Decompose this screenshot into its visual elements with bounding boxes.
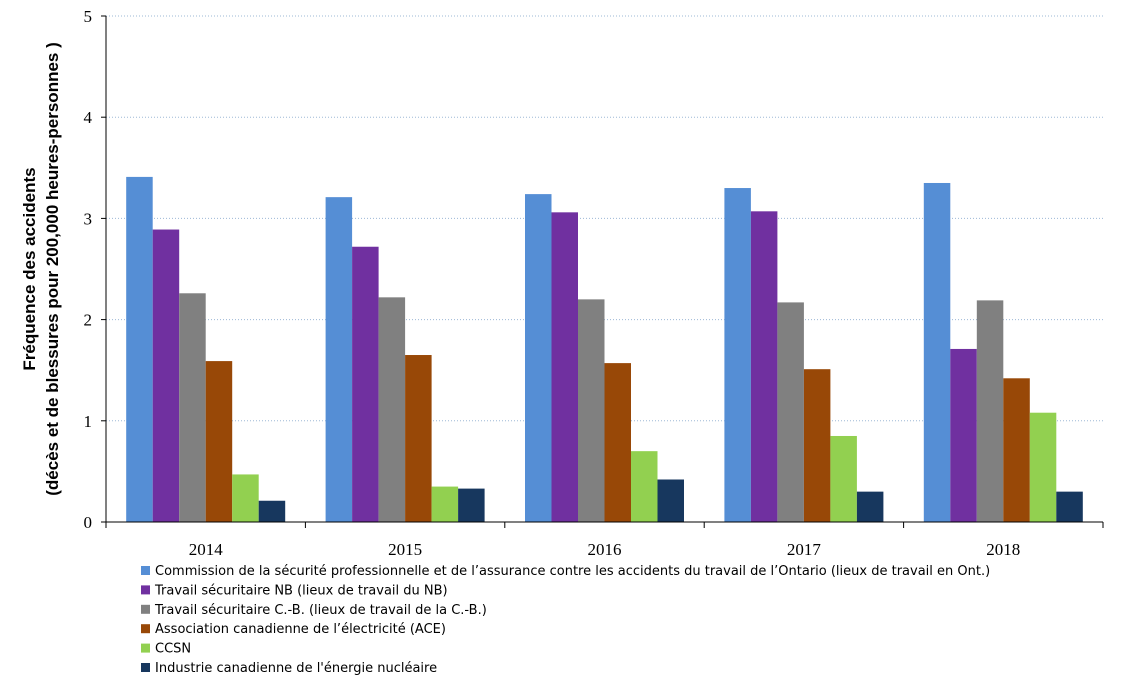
y-tick-label: 3 [84, 209, 93, 228]
bar-2018-series-1 [923, 182, 951, 523]
bar-2016-series-3 [578, 299, 605, 522]
bar-2016-series-6 [657, 479, 684, 522]
bar-2018-series-5 [1029, 412, 1057, 522]
bar-2015-series-4 [405, 355, 432, 522]
y-tick-label: 1 [84, 412, 93, 431]
bar-2018-series-3 [976, 300, 1004, 522]
x-tick-label: 2016 [588, 540, 622, 559]
bar-2015-series-3 [378, 297, 406, 522]
y-axis-title-line1: Fréquence des accidents [20, 167, 39, 370]
y-axis-title-line2: (décès et de blessures pour 200,000 heur… [43, 42, 62, 496]
x-tick-labels: 2014 2015 2016 2017 2018 [189, 540, 1021, 559]
axes [101, 15, 1104, 528]
bar-2014-series-5 [232, 474, 259, 522]
legend-swatch [141, 566, 150, 575]
bar-2015-series-5 [431, 486, 459, 522]
y-tick-label: 0 [84, 513, 93, 532]
legend-label: Industrie canadienne de l'énergie nucléa… [155, 661, 437, 676]
legend-label: Association canadienne de l’électricité … [155, 622, 446, 637]
bar-2018-series-4 [1003, 378, 1030, 522]
bar-2017-series-3 [777, 302, 804, 522]
legend-swatch [141, 643, 150, 653]
legend-swatch [141, 663, 150, 672]
bar-2018-series-2 [950, 348, 977, 522]
bar-2014-series-3 [179, 293, 206, 522]
legend-label: CCSN [155, 642, 191, 657]
bar-2017-series-4 [803, 369, 831, 522]
bar-2016-series-2 [551, 212, 578, 522]
bar-2017-series-2 [750, 211, 778, 523]
bar-2014-series-4 [205, 361, 233, 522]
bar-2017-series-6 [856, 491, 884, 522]
bar-2016-series-5 [631, 451, 658, 522]
x-tick-label: 2014 [189, 540, 224, 559]
legend-label: Travail sécuritaire NB (lieux de travail… [154, 583, 448, 598]
x-tick-label: 2015 [388, 540, 422, 559]
x-tick-label: 2017 [787, 540, 822, 559]
bars [126, 176, 1083, 523]
y-tick-label: 5 [84, 7, 93, 26]
legend-swatch [141, 585, 150, 595]
bar-2014-series-2 [152, 229, 180, 523]
bar-2018-series-6 [1056, 491, 1083, 522]
bar-2015-series-2 [352, 246, 379, 522]
legend-swatch [141, 604, 150, 614]
y-tick-labels: 0 1 2 3 4 5 [84, 7, 93, 532]
bar-2014-series-6 [258, 500, 286, 522]
x-tick-label: 2018 [986, 540, 1020, 559]
legend-label: Travail sécuritaire C.-B. (lieux de trav… [154, 603, 487, 618]
y-tick-label: 4 [84, 108, 93, 127]
bar-2015-series-6 [458, 488, 485, 522]
bar-2017-series-5 [830, 435, 857, 522]
legend-label: Commission de la sécurité professionnell… [155, 564, 990, 579]
legend: Commission de la sécurité professionnell… [141, 564, 990, 676]
bar-2016-series-4 [604, 363, 631, 522]
bar-2016-series-1 [525, 194, 552, 522]
bar-2014-series-1 [126, 176, 153, 522]
y-tick-label: 2 [84, 311, 93, 330]
bar-2015-series-1 [325, 197, 353, 522]
legend-swatch [141, 624, 150, 634]
bar-2017-series-1 [724, 188, 751, 523]
